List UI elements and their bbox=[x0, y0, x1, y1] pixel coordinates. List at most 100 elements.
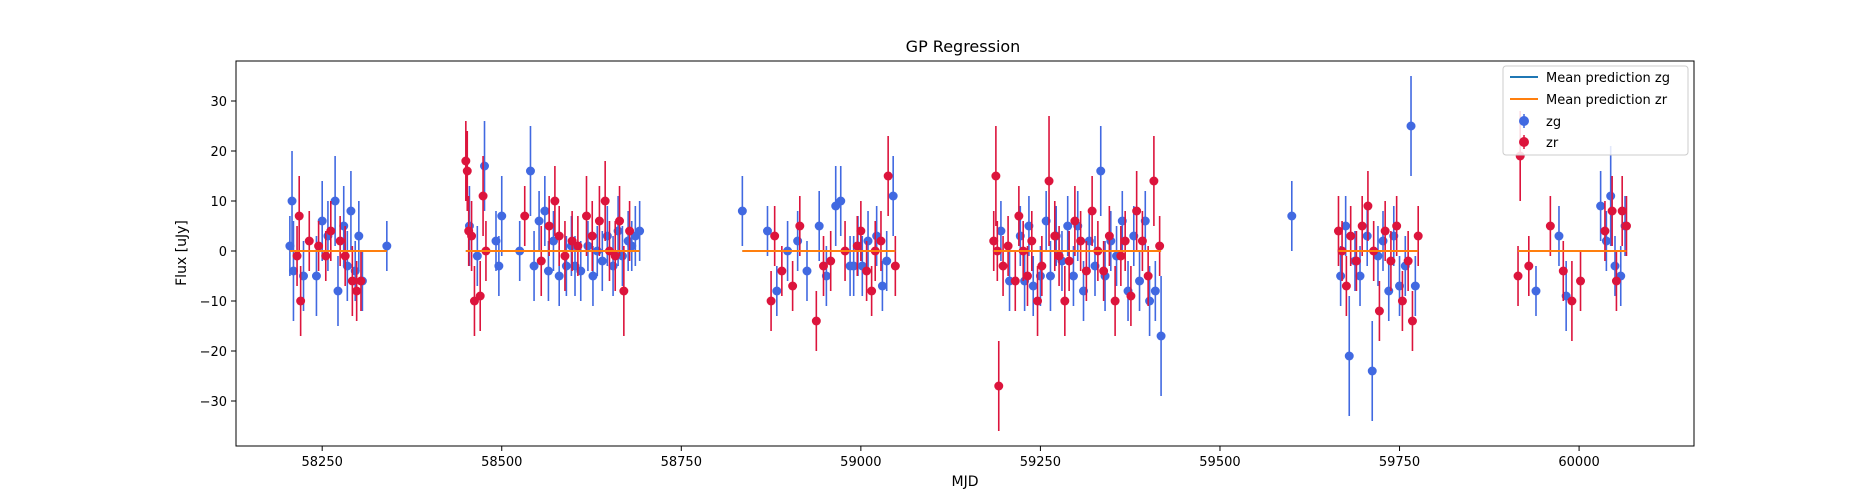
zr-point-12 bbox=[461, 156, 471, 166]
zg-point-97 bbox=[1344, 351, 1354, 361]
zg-point-13 bbox=[354, 231, 364, 241]
zg-point-116 bbox=[1610, 261, 1620, 271]
zg-point-37 bbox=[597, 256, 607, 266]
zg-point-70 bbox=[1028, 281, 1038, 291]
zr-point-42 bbox=[811, 316, 821, 326]
zr-point-6 bbox=[326, 226, 336, 236]
zr-point-27 bbox=[573, 241, 583, 251]
zg-point-77 bbox=[1068, 271, 1078, 281]
zr-point-15 bbox=[467, 231, 477, 241]
zr-point-30 bbox=[594, 216, 604, 226]
zr-point-3 bbox=[304, 236, 314, 246]
zg-point-45 bbox=[635, 226, 645, 236]
zr-point-85 bbox=[1143, 271, 1153, 281]
zg-point-103 bbox=[1378, 236, 1388, 246]
zg-point-96 bbox=[1341, 221, 1351, 231]
zr-point-97 bbox=[1380, 226, 1390, 236]
zr-point-114 bbox=[1617, 206, 1627, 216]
zr-point-74 bbox=[1081, 266, 1091, 276]
zr-point-28 bbox=[581, 211, 591, 221]
zr-point-92 bbox=[1351, 256, 1361, 266]
zr-point-22 bbox=[544, 221, 554, 231]
zg-point-11 bbox=[346, 206, 356, 216]
x-tick-label: 59000 bbox=[840, 455, 881, 470]
zg-point-104 bbox=[1384, 286, 1394, 296]
zr-point-7 bbox=[335, 236, 345, 246]
zr-point-66 bbox=[1037, 261, 1047, 271]
zg-point-95 bbox=[1336, 271, 1346, 281]
x-tick-label: 59750 bbox=[1379, 455, 1420, 470]
y-tick-label: −20 bbox=[200, 345, 227, 360]
zg-point-27 bbox=[543, 266, 553, 276]
zr-point-111 bbox=[1600, 226, 1610, 236]
zr-point-104 bbox=[1513, 271, 1523, 281]
zg-point-65 bbox=[996, 226, 1006, 236]
zg-point-20 bbox=[494, 261, 504, 271]
zr-point-71 bbox=[1064, 256, 1074, 266]
zr-point-47 bbox=[856, 226, 866, 236]
zr-point-103 bbox=[1413, 231, 1423, 241]
legend-box bbox=[1502, 65, 1689, 156]
zr-point-17 bbox=[475, 291, 485, 301]
zr-point-33 bbox=[610, 251, 620, 261]
zr-point-90 bbox=[1341, 281, 1351, 291]
zr-point-20 bbox=[520, 211, 530, 221]
zr-point-102 bbox=[1407, 316, 1417, 326]
zr-point-96 bbox=[1374, 306, 1384, 316]
y-tick-label: 20 bbox=[210, 145, 227, 160]
zr-point-88 bbox=[1333, 226, 1343, 236]
zg-point-94 bbox=[1287, 211, 1297, 221]
zr-point-34 bbox=[615, 216, 625, 226]
zg-point-26 bbox=[540, 206, 550, 216]
zr-point-37 bbox=[766, 296, 776, 306]
chart-title: GP Regression bbox=[906, 37, 1021, 56]
zr-point-106 bbox=[1524, 261, 1534, 271]
zg-point-110 bbox=[1531, 286, 1541, 296]
zg-point-15 bbox=[382, 241, 392, 251]
zr-point-29 bbox=[587, 231, 597, 241]
zr-point-113 bbox=[1611, 276, 1621, 286]
zr-point-82 bbox=[1126, 291, 1136, 301]
zg-point-34 bbox=[583, 241, 593, 251]
zg-point-21 bbox=[497, 211, 507, 221]
zr-point-72 bbox=[1070, 216, 1080, 226]
zr-point-49 bbox=[867, 286, 877, 296]
zr-point-67 bbox=[1044, 176, 1054, 186]
zr-point-8 bbox=[340, 251, 350, 261]
zg-point-62 bbox=[877, 281, 887, 291]
zr-point-61 bbox=[1014, 211, 1024, 221]
zr-point-0 bbox=[292, 251, 302, 261]
zr-point-9 bbox=[347, 276, 357, 286]
zg-point-7 bbox=[330, 196, 340, 206]
zr-point-100 bbox=[1397, 296, 1407, 306]
zg-point-35 bbox=[588, 271, 598, 281]
zr-point-75 bbox=[1087, 206, 1097, 216]
legend-marker-zr bbox=[1519, 137, 1529, 147]
zg-point-18 bbox=[480, 161, 490, 171]
zg-point-73 bbox=[1045, 271, 1055, 281]
zg-point-46 bbox=[737, 206, 747, 216]
zr-point-4 bbox=[314, 241, 324, 251]
zg-point-64 bbox=[888, 191, 898, 201]
zg-point-5 bbox=[317, 216, 327, 226]
zr-point-43 bbox=[819, 261, 829, 271]
zr-point-54 bbox=[989, 236, 999, 246]
zr-point-44 bbox=[826, 256, 836, 266]
x-tick-label: 59250 bbox=[1020, 455, 1061, 470]
zg-point-60 bbox=[863, 236, 873, 246]
zg-point-63 bbox=[882, 256, 892, 266]
zr-point-53 bbox=[890, 261, 900, 271]
x-axis-ticks: 58250 58500 58750 59000 59250 59500 59750 60000 bbox=[302, 446, 1600, 470]
zg-point-2 bbox=[288, 266, 298, 276]
zr-point-58 bbox=[998, 261, 1008, 271]
zr-point-18 bbox=[478, 191, 488, 201]
zr-point-41 bbox=[795, 221, 805, 231]
legend-label-zr: zr bbox=[1546, 136, 1559, 151]
x-tick-label: 59500 bbox=[1199, 455, 1240, 470]
zr-point-86 bbox=[1149, 176, 1159, 186]
zr-point-51 bbox=[876, 236, 886, 246]
zr-point-94 bbox=[1363, 201, 1373, 211]
legend-label-zg: zg bbox=[1546, 115, 1561, 130]
zg-point-101 bbox=[1367, 366, 1377, 376]
zr-point-70 bbox=[1060, 296, 1070, 306]
